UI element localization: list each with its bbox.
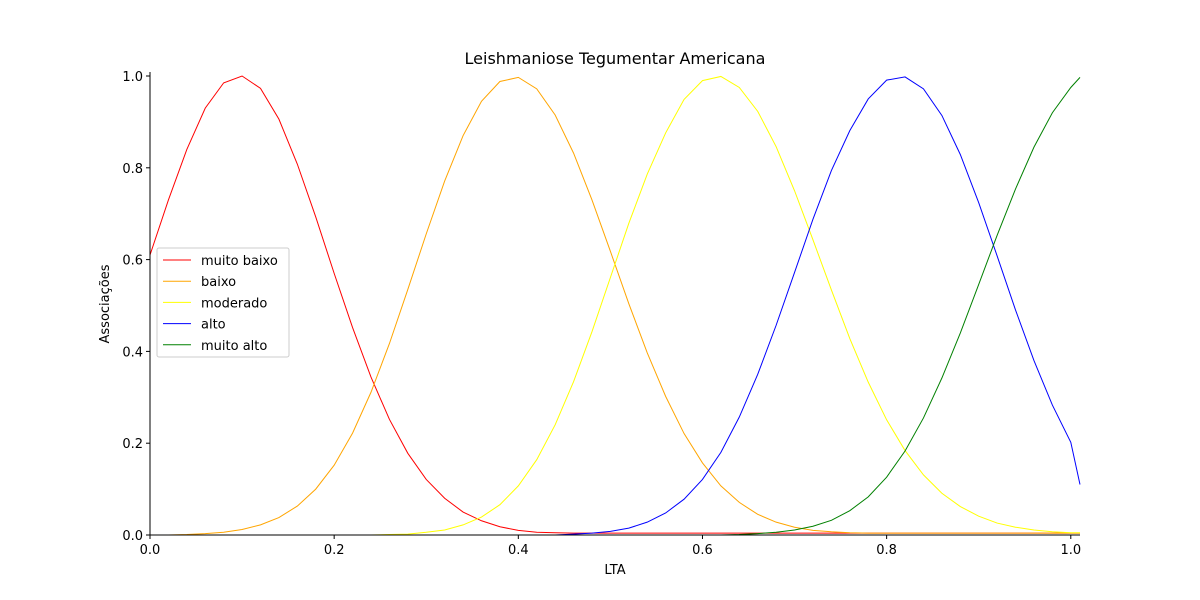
x-tick-label: 0.0 [140, 543, 161, 558]
y-tick-label: 0.2 [122, 437, 143, 452]
x-tick-label: 0.6 [692, 543, 713, 558]
legend-label: muito alto [201, 339, 267, 354]
x-tick-label: 0.8 [876, 543, 897, 558]
legend: muito baixo baixo moderado alto muito alto [156, 247, 290, 358]
chart-title: Leishmaniose Tegumentar Americana [465, 49, 766, 68]
y-tick-label: 1.0 [122, 70, 143, 85]
legend-label: muito baixo [201, 254, 278, 269]
legend-frame [156, 247, 290, 358]
x-tick-label: 1.0 [1060, 543, 1081, 558]
y-ticks: 0.0 0.2 0.4 0.6 0.8 1.0 [122, 70, 150, 544]
y-tick-label: 0.0 [122, 529, 143, 544]
legend-label: alto [201, 318, 226, 333]
y-tick-label: 0.8 [122, 162, 143, 177]
x-ticks: 0.0 0.2 0.4 0.6 0.8 1.0 [140, 535, 1081, 558]
legend-label: baixo [201, 275, 236, 290]
x-tick-label: 0.4 [508, 543, 529, 558]
legend-label: moderado [201, 296, 267, 311]
y-tick-label: 0.6 [122, 254, 143, 269]
x-axis-label: LTA [604, 563, 625, 578]
series-line-baixo [150, 76, 1080, 536]
y-tick-label: 0.4 [122, 345, 143, 360]
y-axis-label: Associações [98, 264, 113, 343]
x-tick-label: 0.2 [324, 543, 345, 558]
